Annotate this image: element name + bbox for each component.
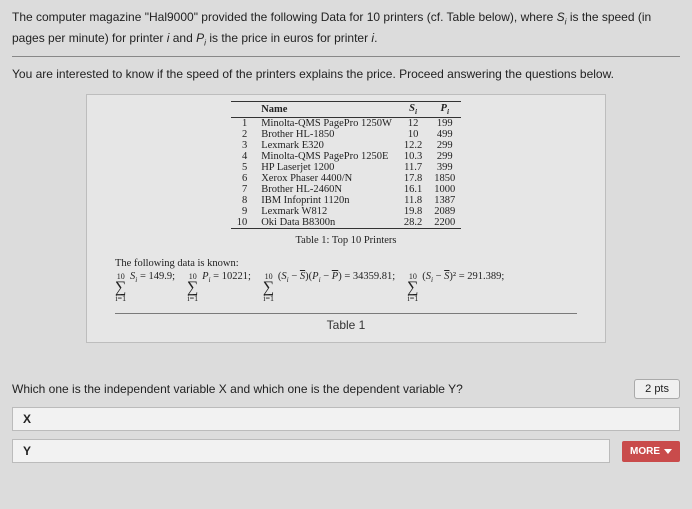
col-idx (231, 101, 256, 117)
sigma-1: 10∑i=1 (115, 273, 126, 303)
table-row: 9Lexmark W81219.82089 (231, 206, 462, 217)
sum-bot: i=1 (115, 295, 126, 303)
answer-y-row[interactable]: Y (12, 439, 610, 463)
intro-p3: and (169, 31, 196, 45)
cell-s: 16.1 (398, 184, 428, 195)
formulas: 10∑i=1 Si = 149.9; 10∑i=1 Pi = 10221; 10… (115, 271, 577, 303)
answer-y-label: Y (23, 444, 31, 458)
cell-name: Oki Data B8300n (255, 217, 398, 229)
table-row: 6Xerox Phaser 4400/N17.81850 (231, 173, 462, 184)
intro-p4: is the price in euros for printer (206, 31, 371, 45)
sum-bot: i=1 (263, 295, 274, 303)
answer-x-label: X (23, 412, 31, 426)
col-p: Pi (428, 101, 461, 117)
question-text: Which one is the independent variable X … (12, 382, 463, 396)
s-var: S (557, 10, 565, 24)
cell-p: 199 (428, 117, 461, 129)
cell-s: 17.8 (398, 173, 428, 184)
answer-x-row[interactable]: X (12, 407, 680, 431)
figure-box: Name Si Pi 1Minolta-QMS PagePro 1250W121… (86, 94, 606, 343)
cell-idx: 4 (231, 151, 256, 162)
cell-s: 11.8 (398, 195, 428, 206)
cell-name: Brother HL-1850 (255, 129, 398, 140)
cell-idx: 9 (231, 206, 256, 217)
more-button[interactable]: MORE (622, 441, 680, 462)
table-caption: Table 1: Top 10 Printers (115, 235, 577, 246)
cell-s: 12.2 (398, 140, 428, 151)
cell-s: 10.3 (398, 151, 428, 162)
sigma-icon: ∑ (187, 281, 198, 295)
sum-bot: i=1 (408, 295, 419, 303)
cell-name: Minolta-QMS PagePro 1250E (255, 151, 398, 162)
cell-idx: 7 (231, 184, 256, 195)
cell-idx: 3 (231, 140, 256, 151)
cell-name: Lexmark E320 (255, 140, 398, 151)
printer-table: Name Si Pi 1Minolta-QMS PagePro 1250W121… (231, 101, 462, 229)
table-row: 7Brother HL-2460N16.11000 (231, 184, 462, 195)
sigma-icon: ∑ (115, 281, 126, 295)
cell-p: 399 (428, 162, 461, 173)
cell-idx: 5 (231, 162, 256, 173)
cell-idx: 8 (231, 195, 256, 206)
cell-s: 10 (398, 129, 428, 140)
sum-bot: i=1 (187, 295, 198, 303)
table-row: 8IBM Infoprint 1120n11.81387 (231, 195, 462, 206)
intro-p5: . (374, 31, 377, 45)
p-var: P (196, 31, 204, 45)
sigma-4: 10∑i=1 (407, 273, 418, 303)
cell-s: 19.8 (398, 206, 428, 217)
cell-name: IBM Infoprint 1120n (255, 195, 398, 206)
intro-p1: The computer magazine "Hal9000" provided… (12, 10, 557, 24)
cell-idx: 10 (231, 217, 256, 229)
arrow-down-icon (664, 449, 672, 454)
table-row: 3Lexmark E32012.2299 (231, 140, 462, 151)
cell-name: Xerox Phaser 4400/N (255, 173, 398, 184)
sigma-3: 10∑i=1 (263, 273, 274, 303)
known-label: The following data is known: (115, 258, 577, 269)
cell-name: Lexmark W812 (255, 206, 398, 217)
table-row: 4Minolta-QMS PagePro 1250E10.3299 (231, 151, 462, 162)
cell-p: 1850 (428, 173, 461, 184)
table-1-label: Table 1 (115, 318, 577, 332)
sigma-2: 10∑i=1 (187, 273, 198, 303)
cell-p: 1387 (428, 195, 461, 206)
cell-p: 2200 (428, 217, 461, 229)
cell-p: 299 (428, 151, 461, 162)
cell-idx: 6 (231, 173, 256, 184)
cell-s: 11.7 (398, 162, 428, 173)
cell-idx: 2 (231, 129, 256, 140)
points-badge: 2 pts (634, 379, 680, 399)
sigma-icon: ∑ (407, 281, 418, 295)
cell-s: 28.2 (398, 217, 428, 229)
col-s: Si (398, 101, 428, 117)
table-row: 10Oki Data B8300n28.22200 (231, 217, 462, 229)
cell-name: HP Laserjet 1200 (255, 162, 398, 173)
cell-p: 299 (428, 140, 461, 151)
more-label: MORE (630, 446, 660, 457)
cell-p: 2089 (428, 206, 461, 217)
sigma-icon: ∑ (263, 281, 274, 295)
col-name: Name (255, 101, 398, 117)
sub-text: You are interested to know if the speed … (12, 65, 680, 84)
table-row: 1Minolta-QMS PagePro 1250W12199 (231, 117, 462, 129)
cell-name: Brother HL-2460N (255, 184, 398, 195)
table-row: 5HP Laserjet 120011.7399 (231, 162, 462, 173)
cell-s: 12 (398, 117, 428, 129)
divider (12, 56, 680, 57)
mid-divider (115, 313, 577, 314)
intro-text: The computer magazine "Hal9000" provided… (12, 8, 680, 50)
cell-p: 1000 (428, 184, 461, 195)
cell-name: Minolta-QMS PagePro 1250W (255, 117, 398, 129)
table-row: 2Brother HL-185010499 (231, 129, 462, 140)
cell-idx: 1 (231, 117, 256, 129)
cell-p: 499 (428, 129, 461, 140)
